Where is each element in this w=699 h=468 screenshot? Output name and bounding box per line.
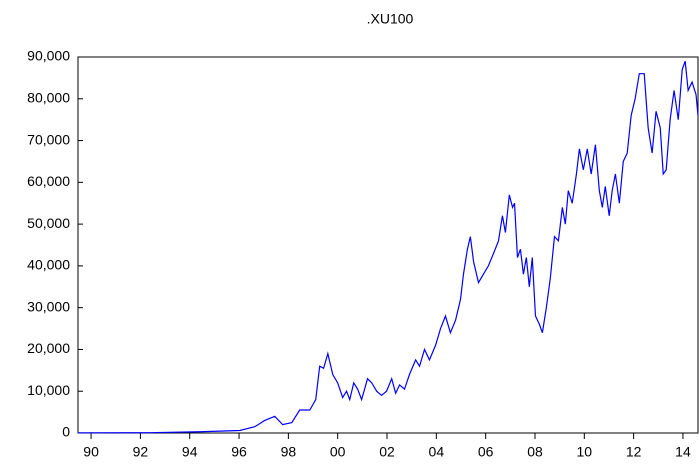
x-tick-label: 00: [330, 444, 346, 460]
series-line: [77, 60, 699, 434]
y-tick-label: 20,000: [27, 340, 70, 356]
plot-frame: [77, 56, 699, 434]
y-tick-label: 80,000: [27, 89, 70, 105]
y-tick-label: 40,000: [27, 257, 70, 273]
x-tick-label: 90: [83, 444, 99, 460]
x-tick-label: 96: [231, 444, 247, 460]
x-tick-label: 14: [675, 444, 691, 460]
y-tick-label: 0: [62, 424, 70, 440]
x-tick-label: 02: [379, 444, 395, 460]
x-tick-label: 06: [478, 444, 494, 460]
x-tick-label: 04: [429, 444, 445, 460]
x-tick-label: 92: [133, 444, 149, 460]
y-tick-label: 30,000: [27, 298, 70, 314]
x-tick-label: 08: [527, 444, 543, 460]
y-tick-label: 50,000: [27, 215, 70, 231]
y-tick-label: 70,000: [27, 131, 70, 147]
y-tick-label: 90,000: [27, 48, 70, 64]
x-tick-label: 12: [626, 444, 642, 460]
y-tick-label: 10,000: [27, 382, 70, 398]
x-tick-label: 98: [281, 444, 297, 460]
y-tick-label: 60,000: [27, 173, 70, 189]
chart-title: .XU100: [367, 11, 414, 27]
x-tick-label: 94: [182, 444, 198, 460]
x-tick-label: 10: [577, 444, 593, 460]
